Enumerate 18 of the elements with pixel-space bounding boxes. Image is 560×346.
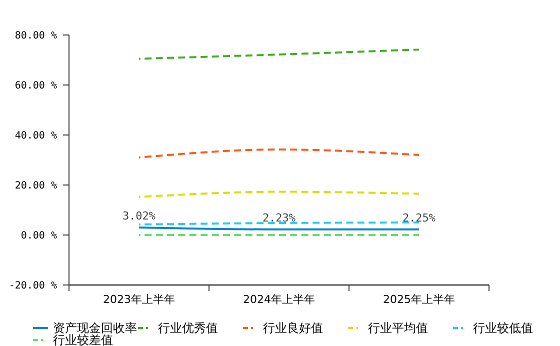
data-label: 2.23% — [262, 211, 296, 224]
y-tick-label: 60.00 % — [14, 80, 57, 92]
legend-label: 行业优秀值 — [158, 321, 218, 336]
y-tick-label: 80.00 % — [14, 30, 57, 42]
data-label: 2.25% — [402, 211, 436, 224]
legend-label: 行业较低值 — [473, 321, 533, 336]
legend-label: 资产现金回收率 — [53, 321, 137, 336]
legend-label: 行业良好值 — [263, 321, 323, 336]
y-tick-label: 40.00 % — [14, 130, 57, 142]
x-tick-label: 2025年上半年 — [383, 293, 455, 306]
data-label: 3.02% — [122, 209, 156, 222]
y-tick-label: -20.00 % — [8, 280, 57, 292]
y-tick-label: 20.00 % — [14, 180, 57, 192]
x-tick-label: 2024年上半年 — [243, 293, 315, 306]
y-tick-label: 0.00 % — [20, 230, 57, 242]
x-tick-label: 2023年上半年 — [103, 293, 175, 306]
legend-label: 行业较差值 — [53, 333, 113, 346]
legend-label: 行业平均值 — [368, 321, 428, 336]
